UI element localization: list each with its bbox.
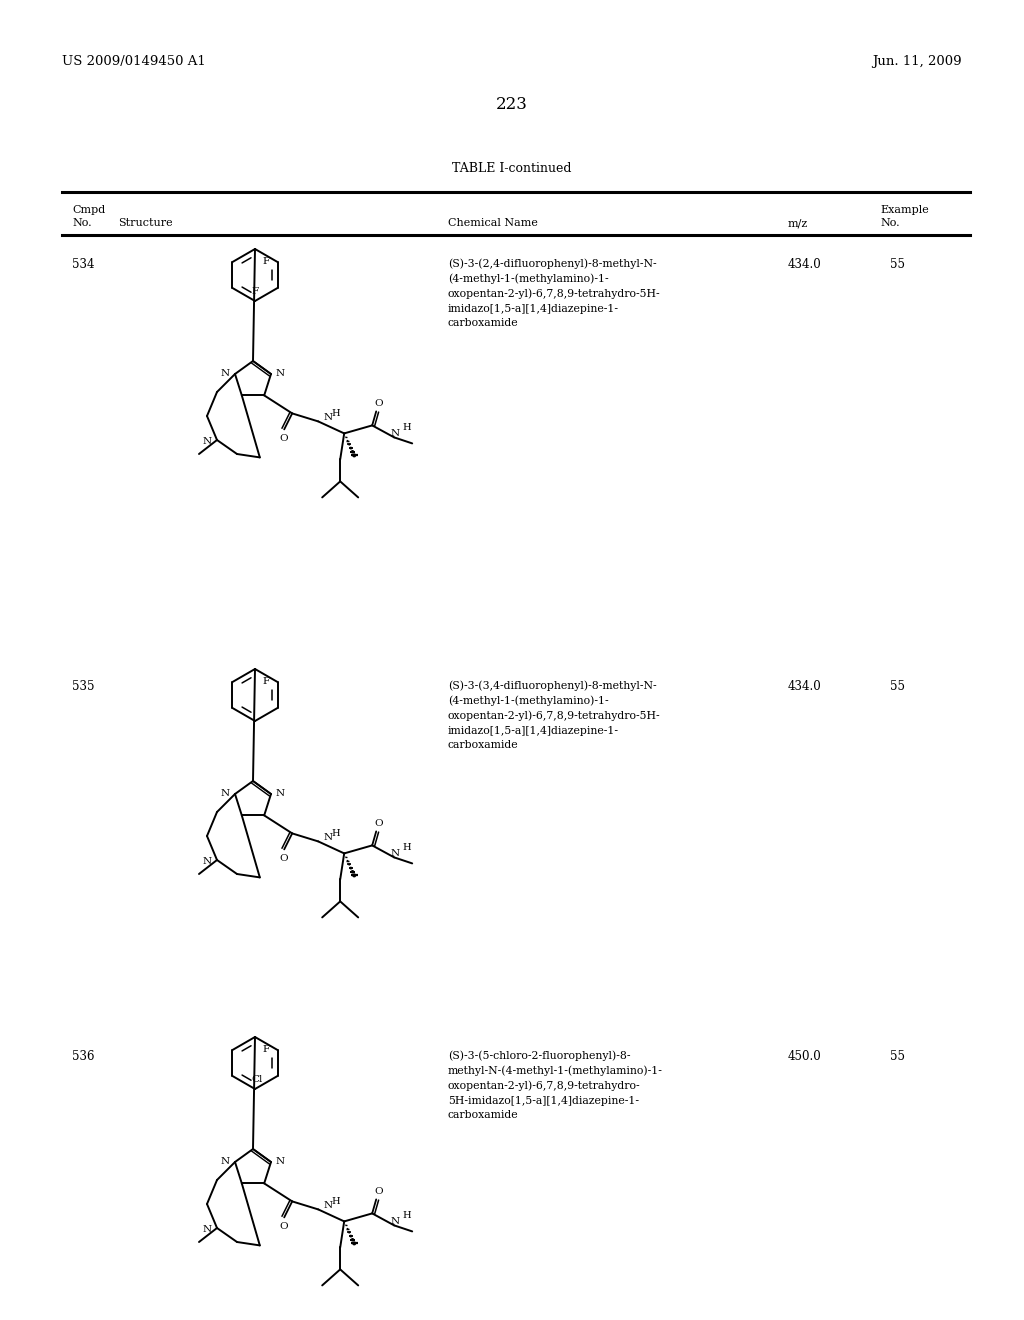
Text: 223: 223 [496, 96, 528, 114]
Text: 55: 55 [890, 1049, 905, 1063]
Text: Jun. 11, 2009: Jun. 11, 2009 [872, 55, 962, 69]
Text: 434.0: 434.0 [788, 680, 821, 693]
Text: Structure: Structure [118, 218, 173, 228]
Text: N: N [324, 1201, 333, 1210]
Text: 55: 55 [890, 680, 905, 693]
Text: N: N [390, 849, 399, 858]
Text: (S)-3-(3,4-difluorophenyl)-8-methyl-N-
(4-methyl-1-(methylamino)-1-
oxopentan-2-: (S)-3-(3,4-difluorophenyl)-8-methyl-N- (… [449, 680, 660, 750]
Text: N: N [276, 789, 285, 799]
Text: No.: No. [880, 218, 900, 228]
Text: F: F [262, 256, 269, 265]
Text: O: O [279, 434, 288, 444]
Text: N: N [203, 437, 212, 446]
Text: 434.0: 434.0 [788, 257, 821, 271]
Text: N: N [203, 1225, 212, 1233]
Text: O: O [279, 854, 288, 863]
Text: N: N [390, 1217, 399, 1226]
Text: (S)-3-(2,4-difluorophenyl)-8-methyl-N-
(4-methyl-1-(methylamino)-1-
oxopentan-2-: (S)-3-(2,4-difluorophenyl)-8-methyl-N- (… [449, 257, 660, 327]
Text: N: N [221, 789, 230, 799]
Text: H: H [331, 829, 340, 838]
Text: m/z: m/z [788, 218, 808, 228]
Text: US 2009/0149450 A1: US 2009/0149450 A1 [62, 55, 206, 69]
Text: 536: 536 [72, 1049, 94, 1063]
Text: Cl: Cl [251, 1076, 263, 1085]
Text: H: H [331, 409, 340, 418]
Text: N: N [276, 1158, 285, 1167]
Text: Example: Example [880, 205, 929, 215]
Text: TABLE I-continued: TABLE I-continued [453, 162, 571, 176]
Text: N: N [324, 413, 333, 422]
Text: F: F [252, 288, 259, 297]
Text: N: N [324, 833, 333, 842]
Text: N: N [390, 429, 399, 438]
Text: 55: 55 [890, 257, 905, 271]
Text: O: O [374, 1187, 383, 1196]
Text: N: N [203, 857, 212, 866]
Text: 450.0: 450.0 [788, 1049, 821, 1063]
Text: O: O [374, 818, 383, 828]
Text: O: O [279, 1222, 288, 1232]
Text: N: N [221, 370, 230, 379]
Text: H: H [402, 843, 411, 851]
Text: 535: 535 [72, 680, 94, 693]
Text: (S)-3-(5-chloro-2-fluorophenyl)-8-
methyl-N-(4-methyl-1-(methylamino)-1-
oxopent: (S)-3-(5-chloro-2-fluorophenyl)-8- methy… [449, 1049, 663, 1119]
Text: F: F [262, 1044, 269, 1053]
Text: 534: 534 [72, 257, 94, 271]
Text: N: N [221, 1158, 230, 1167]
Text: F: F [262, 676, 269, 685]
Text: No.: No. [72, 218, 91, 228]
Text: H: H [331, 1197, 340, 1206]
Text: H: H [402, 422, 411, 432]
Text: Chemical Name: Chemical Name [449, 218, 538, 228]
Text: H: H [402, 1210, 411, 1220]
Text: N: N [276, 370, 285, 379]
Text: Cmpd: Cmpd [72, 205, 105, 215]
Text: O: O [374, 399, 383, 408]
